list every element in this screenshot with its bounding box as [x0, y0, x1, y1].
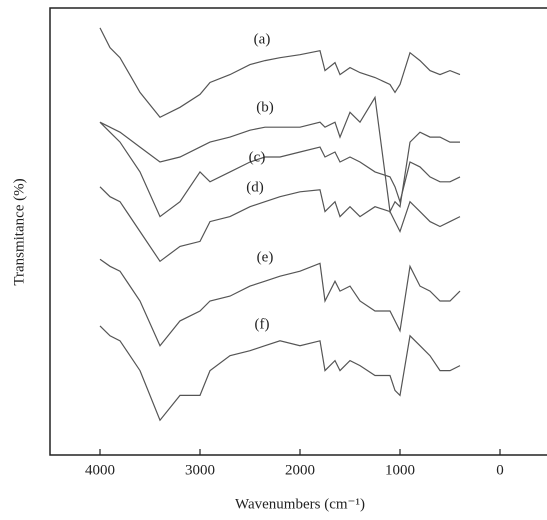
- series-label: (e): [257, 249, 274, 265]
- plot-frame: [49, 7, 547, 456]
- series-label: (a): [254, 31, 271, 47]
- x-axis-label: Wavenumbers (cm⁻¹): [235, 496, 365, 512]
- x-tick-label: 0: [496, 462, 504, 478]
- series-label: (f): [255, 316, 270, 332]
- spectrum-line: [99, 121, 461, 218]
- spectrum-line: [99, 325, 461, 422]
- spectrum-line: [99, 95, 460, 214]
- x-tick-label: 4000: [85, 462, 115, 478]
- x-tick-label: 2000: [285, 462, 315, 478]
- series-label: (c): [249, 149, 266, 165]
- series-label: (b): [256, 99, 274, 115]
- x-tick-label: 1000: [385, 462, 415, 478]
- spectrum-line: [99, 186, 461, 263]
- x-tick-label: 3000: [185, 462, 215, 478]
- spectrum-line: [99, 27, 461, 119]
- series-label: (d): [246, 179, 264, 195]
- spectrum-line: [99, 258, 461, 347]
- y-axis-label: Transmitance (%): [11, 178, 27, 285]
